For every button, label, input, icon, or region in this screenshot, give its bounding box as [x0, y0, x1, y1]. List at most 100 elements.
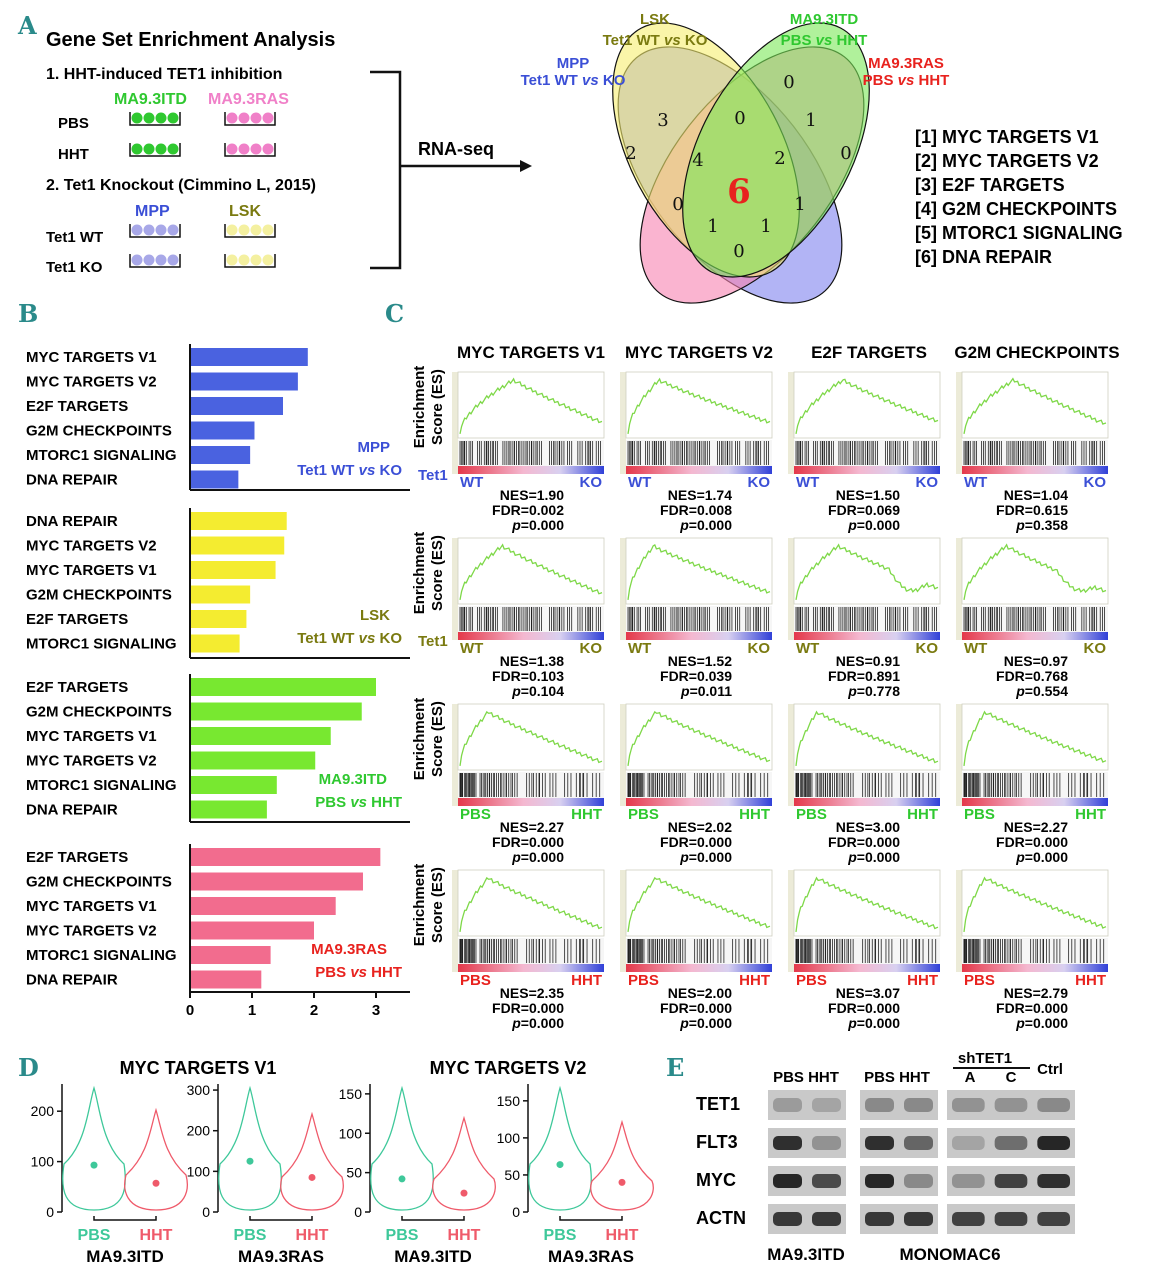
- well-dot: [262, 254, 274, 266]
- gsea-stat: FDR=0.768: [996, 668, 1068, 684]
- gsea-stat: FDR=0.039: [660, 668, 732, 684]
- gsea-left-label: WT: [964, 640, 987, 657]
- venn-count: 3: [657, 110, 668, 131]
- well-dot: [250, 224, 262, 236]
- well-dot: [155, 143, 167, 155]
- bar: [190, 421, 255, 440]
- panel-letter-c: C: [385, 299, 404, 328]
- venn-count: 0: [734, 108, 745, 129]
- gsea-rank-bar: [962, 964, 1108, 972]
- gsea-es-curve: [459, 377, 603, 435]
- gsea-stat: p=0.358: [1015, 517, 1068, 533]
- gsea-stat: NES=2.35: [500, 985, 564, 1001]
- blot-band: [904, 1174, 933, 1188]
- x-tick-label: 3: [372, 1002, 380, 1019]
- bar: [190, 470, 239, 489]
- gsea-right-label: HHT: [1075, 972, 1106, 989]
- gsea-stat: p=0.000: [679, 849, 732, 865]
- median-dot-pbs: [398, 1175, 406, 1183]
- blot-band: [952, 1098, 985, 1112]
- gsea-column-title: MYC TARGETS V2: [625, 343, 773, 362]
- blot-band: [773, 1098, 802, 1112]
- blot-band: [865, 1174, 894, 1188]
- blot-band: [994, 1174, 1028, 1188]
- bar-group-label-1: MPP: [357, 439, 390, 456]
- gsea-rank-bar: [458, 964, 604, 972]
- gsea-left-label: PBS: [460, 972, 491, 989]
- well-dot: [238, 112, 250, 124]
- venn-label-itd-2: PBS vs HHT: [781, 32, 868, 49]
- gsea-stat: FDR=0.000: [996, 834, 1068, 850]
- violin-y-tick-label: 100: [339, 1125, 363, 1141]
- well-dot: [131, 143, 143, 155]
- gsea-stat: FDR=0.000: [828, 1000, 900, 1016]
- gsea-axis-strip: [452, 538, 458, 640]
- col-ma93ras: MA9.3RAS: [208, 91, 289, 108]
- gsea-stat: NES=2.02: [668, 819, 732, 835]
- median-dot-hht: [618, 1178, 626, 1186]
- gsea-right-label: KO: [916, 474, 939, 491]
- venn-label-mpp-1: MPP: [557, 55, 590, 72]
- violin-y-tick-label: 0: [512, 1204, 520, 1220]
- panel-e: E PBS HHT PBS HHT shTET1 A C Ctrl TET1 FL…: [666, 1050, 1075, 1264]
- gsea-stat: NES=1.90: [500, 487, 564, 503]
- gsea-es-frame: [457, 371, 605, 439]
- gsea-stat: FDR=0.008: [660, 502, 732, 518]
- blot-band: [773, 1174, 802, 1188]
- lanes-label-1: PBS HHT: [773, 1069, 839, 1086]
- well-bracket: [129, 112, 181, 126]
- x-tick-label: 2: [310, 1002, 318, 1019]
- violin-x-axis: [401, 1216, 465, 1221]
- gsea-hit-marks: [963, 441, 1105, 465]
- blot-band: [865, 1136, 894, 1150]
- blot-band: [773, 1212, 802, 1226]
- bar: [190, 634, 240, 653]
- bar-group-label-1: MA9.3RAS: [311, 941, 387, 958]
- gsea-stat: NES=0.97: [1004, 653, 1068, 669]
- violin-hht: [432, 1115, 496, 1211]
- violin-y-tick-label: 100: [497, 1130, 521, 1146]
- lanes-label-2: PBS HHT: [864, 1069, 930, 1086]
- venn-diagram: 02 03 0 14 20 11 106: [612, 22, 870, 304]
- blot-band: [1037, 1136, 1070, 1150]
- gsea-es-curve: [795, 710, 939, 766]
- gsea-column-title: MYC TARGETS V1: [457, 343, 605, 362]
- gsea-es-curve: [627, 710, 771, 766]
- gsea-es-curve: [459, 543, 603, 601]
- median-dot-hht: [152, 1179, 160, 1187]
- gsea-es-curve: [459, 876, 603, 932]
- gsea-hit-marks: [795, 607, 937, 631]
- violin-x-axis: [93, 1216, 157, 1221]
- median-dot-pbs: [90, 1161, 98, 1169]
- gsea-stat: p=0.000: [847, 517, 900, 533]
- gsea-es-curve: [963, 876, 1107, 932]
- gsea-es-curve: [627, 543, 771, 600]
- gsea-stat: NES=0.91: [836, 653, 900, 669]
- gsea-axis-strip: [788, 870, 794, 972]
- bar: [190, 800, 267, 819]
- gsea-stat: NES=3.07: [836, 985, 900, 1001]
- gsea-row-label: Tet1: [418, 633, 448, 650]
- panel-c: C MYC TARGETS V1 MYC TARGETS V2 E2F TARGET…: [385, 299, 1120, 1031]
- gsea-axis-strip: [452, 704, 458, 806]
- col-mpp: MPP: [135, 203, 170, 220]
- venn-count-center: 6: [727, 172, 751, 212]
- col-lsk: LSK: [229, 203, 261, 220]
- gsea-rank-bar: [458, 632, 604, 640]
- gsea-es-curve: [795, 876, 939, 932]
- panel-a: A Gene Set Enrichment Analysis 1. HHT-in…: [17, 11, 1123, 304]
- gsea-left-label: WT: [460, 474, 483, 491]
- well-dot: [155, 112, 167, 124]
- gsea-stat: p=0.104: [511, 683, 564, 699]
- gsea-stat: FDR=0.103: [492, 668, 564, 684]
- row-hht: HHT: [58, 146, 89, 163]
- step-1-label: 1. HHT-induced TET1 inhibition: [46, 66, 282, 83]
- bar-category-label: DNA REPAIR: [26, 802, 118, 819]
- gsea-right-label: HHT: [739, 972, 770, 989]
- gsea-es-frame: [961, 371, 1109, 439]
- blot-strip: [860, 1166, 938, 1196]
- venn-count: 1: [805, 110, 816, 131]
- gsea-axis-strip: [788, 704, 794, 806]
- gsea-es-frame: [457, 703, 605, 771]
